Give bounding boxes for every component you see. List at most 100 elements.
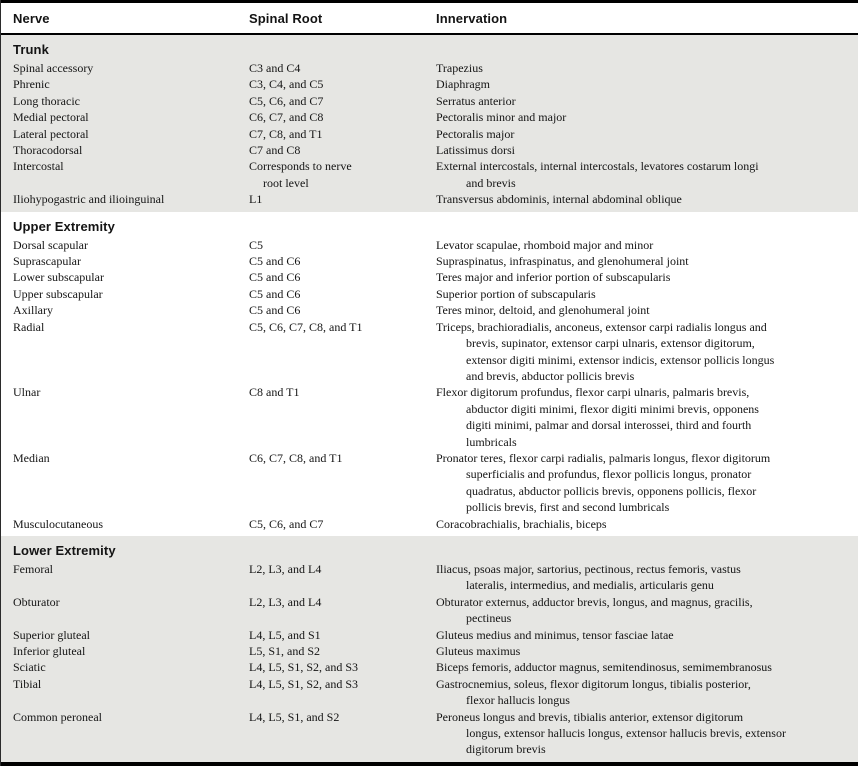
cell-spinal-root: C5, C6, and C7 [249, 93, 324, 108]
cell-spinal-root: L2, L3, and L4 [249, 561, 322, 576]
cell-nerve: Upper subscapular [13, 286, 103, 301]
cell-nerve: Lateral pectoral [13, 126, 89, 141]
table-row: Lower subscapular C5 and C6 Teres major an… [1, 269, 858, 285]
table-row: Upper subscapular C5 and C6 Superior porti… [1, 286, 858, 302]
table-row: Thoracodorsal C7 and C8 Latissimus dorsi [1, 142, 858, 158]
column-header-spinal-root: Spinal Root [249, 11, 323, 26]
cell-nerve: Femoral [13, 561, 53, 576]
cell-spinal-root: Corresponds to nerve root level [249, 159, 352, 190]
cell-spinal-root: L5, S1, and S2 [249, 644, 321, 658]
cell-spinal-root: C7 and C8 [249, 143, 301, 158]
cell-innervation: Trapezius [436, 61, 483, 75]
cell-spinal-root: C3 and C4 [249, 61, 301, 75]
cell-innervation: Obturator externus, adductor brevis, lon… [436, 594, 753, 626]
cell-spinal-root: C5, C6, and C7 [249, 516, 324, 531]
table-row: Common peroneal L4, L5, S1, and S2 Peroneu… [1, 709, 858, 758]
cell-spinal-root: C7, C8, and T1 [249, 126, 323, 141]
cell-innervation: Diaphragm [436, 77, 490, 92]
cell-nerve: Spinal accessory [13, 61, 94, 75]
cell-innervation: Serratus anterior [436, 93, 516, 108]
section-lower-extremity: Lower Extremity Femoral L2, L3, and L4 Ilia… [1, 535, 858, 762]
cell-spinal-root: L4, L5, S1, S2, and S3 [249, 676, 359, 691]
header-rule [1, 33, 858, 35]
cell-innervation: Flexor digitorum profundus, flexor carpi… [436, 385, 759, 449]
section-title: Lower Extremity [13, 542, 116, 558]
cell-spinal-root: C6, C7, and C8 [249, 110, 324, 125]
cell-innervation: Gastrocnemius, soleus, flexor digitorum … [436, 676, 751, 708]
table-body: Trunk Spinal accessory C3 and C4 Trapezius P… [1, 35, 858, 762]
cell-nerve: Obturator [13, 594, 60, 609]
cell-innervation: External intercostals, internal intercos… [436, 159, 759, 190]
cell-innervation: Iliacus, psoas major, sartorius, pectino… [436, 561, 741, 593]
cell-spinal-root: C8 and T1 [249, 385, 300, 400]
cell-spinal-root: C5 [249, 237, 264, 252]
cell-nerve: Median [13, 450, 50, 465]
table-row: Spinal accessory C3 and C4 Trapezius [1, 60, 858, 76]
table-row: Musculocutaneous C5, C6, and C7 Coracobrac… [1, 516, 858, 532]
section-title: Trunk [13, 42, 49, 57]
table-row: Dorsal scapular C5 Levator scapulae, rhomb… [1, 237, 858, 253]
cell-nerve: Superior gluteal [13, 627, 90, 642]
column-header-innervation: Innervation [436, 11, 508, 26]
cell-innervation: Superior portion of subscapularis [436, 286, 596, 301]
table-row: Intercostal Corresponds to nerve root lev… [1, 158, 858, 191]
cell-spinal-root: C5, C6, C7, C8, and T1 [249, 319, 363, 334]
table-row: Femoral L2, L3, and L4 Iliacus, psoas majo… [1, 561, 858, 594]
section-title: Upper Extremity [13, 218, 115, 234]
cell-spinal-root: L1 [249, 192, 263, 207]
cell-nerve: Iliohypogastric and ilioinguinal [13, 192, 165, 207]
table-row: Iliohypogastric and ilioinguinal L1 Transv… [1, 191, 858, 207]
cell-spinal-root: C5 and C6 [249, 286, 301, 301]
table-row: Phrenic C3, C4, and C5 Diaphragm [1, 76, 858, 92]
cell-nerve: Suprascapular [13, 254, 81, 269]
cell-spinal-root: L4, L5, and S1 [249, 627, 321, 642]
cell-spinal-root: C3, C4, and C5 [249, 77, 324, 92]
table-row: Axillary C5 and C6 Teres minor, deltoid, a… [1, 302, 858, 318]
cell-nerve: Thoracodorsal [13, 143, 83, 158]
cell-nerve: Tibial [13, 676, 42, 691]
table-row: Superior gluteal L4, L5, and S1 Gluteus me… [1, 627, 858, 643]
cell-spinal-root: L4, L5, S1, S2, and S3 [249, 660, 359, 675]
cell-spinal-root: L2, L3, and L4 [249, 594, 322, 609]
bottom-rule [1, 762, 858, 766]
cell-nerve: Inferior gluteal [13, 644, 86, 658]
table-row: Median C6, C7, C8, and T1 Pronator teres, … [1, 450, 858, 516]
column-header-nerve: Nerve [13, 11, 50, 26]
cell-innervation: Teres major and inferior portion of subs… [436, 270, 671, 285]
cell-nerve: Long thoracic [13, 93, 80, 108]
cell-nerve: Dorsal scapular [13, 237, 88, 252]
cell-innervation: Teres minor, deltoid, and glenohumeral j… [436, 303, 650, 318]
cell-nerve: Phrenic [13, 77, 50, 92]
table-row: Medial pectoral C6, C7, and C8 Pectoralis … [1, 109, 858, 125]
cell-innervation: Pectoralis major [436, 126, 515, 141]
top-rule [1, 0, 858, 3]
cell-nerve: Radial [13, 319, 45, 334]
table-row: Suprascapular C5 and C6 Supraspinatus, inf… [1, 253, 858, 269]
cell-innervation: Peroneus longus and brevis, tibialis ant… [436, 709, 786, 757]
table-row: Radial C5, C6, C7, C8, and T1 Triceps, bra… [1, 319, 858, 385]
table-row: Ulnar C8 and T1 Flexor digitorum profundus… [1, 384, 858, 450]
cell-innervation: Biceps femoris, adductor magnus, semiten… [436, 660, 772, 675]
cell-spinal-root: C5 and C6 [249, 270, 301, 285]
cell-nerve: Axillary [13, 303, 53, 318]
cell-innervation: Transversus abdominis, internal abdomina… [436, 192, 682, 207]
cell-innervation: Gluteus maximus [436, 644, 521, 658]
table-row: Sciatic L4, L5, S1, S2, and S3 Biceps femo… [1, 659, 858, 675]
cell-spinal-root: C5 and C6 [249, 254, 301, 269]
cell-nerve: Lower subscapular [13, 270, 104, 285]
table-row: Inferior gluteal L5, S1, and S2 Gluteus ma… [1, 643, 858, 659]
cell-nerve: Medial pectoral [13, 110, 89, 125]
cell-nerve: Musculocutaneous [13, 516, 103, 531]
cell-nerve: Ulnar [13, 385, 41, 400]
cell-innervation: Latissimus dorsi [436, 143, 516, 158]
cell-nerve: Sciatic [13, 660, 46, 675]
cell-nerve: Common peroneal [13, 709, 102, 724]
table-row: Obturator L2, L3, and L4 Obturator externu… [1, 594, 858, 627]
cell-innervation: Coracobrachialis, brachialis, biceps [436, 516, 607, 531]
table-row: Tibial L4, L5, S1, S2, and S3 Gastrocnemiu… [1, 676, 858, 709]
cell-spinal-root: C5 and C6 [249, 303, 301, 318]
cell-spinal-root: L4, L5, S1, and S2 [249, 709, 340, 724]
table-row: Lateral pectoral C7, C8, and T1 Pectoralis… [1, 126, 858, 142]
cell-innervation: Levator scapulae, rhomboid major and min… [436, 237, 654, 252]
